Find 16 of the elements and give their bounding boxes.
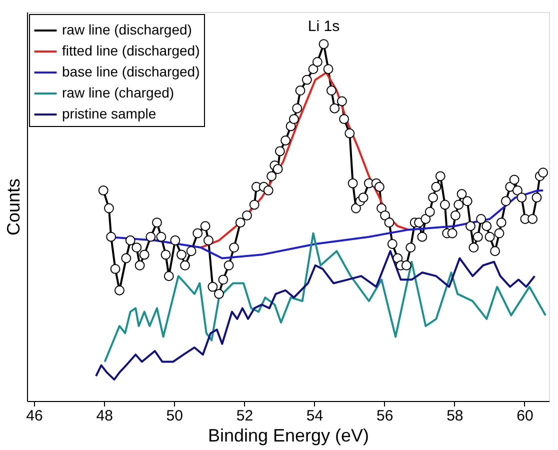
legend-label: base line (discharged) [62, 64, 200, 80]
legend-label: raw line (discharged) [62, 22, 192, 38]
x-tick-label: 46 [26, 408, 43, 424]
annotation: Li 1s [308, 18, 340, 36]
x-axis-title: Binding Energy (eV) [208, 426, 370, 446]
y-axis-title: Counts [4, 178, 24, 236]
x-tick-label: 52 [236, 408, 254, 424]
legend-label: fitted line (discharged) [62, 42, 200, 58]
x-tick-label: 50 [166, 408, 183, 424]
x-tick-label: 58 [446, 408, 464, 424]
x-tick-label: 54 [306, 408, 324, 424]
x-tick-label: 60 [516, 408, 534, 424]
x-tick-label: 48 [96, 408, 113, 424]
legend-label: raw line (charged) [62, 84, 174, 100]
legend-label: pristine sample [62, 106, 156, 122]
x-tick-label: 56 [376, 408, 394, 424]
